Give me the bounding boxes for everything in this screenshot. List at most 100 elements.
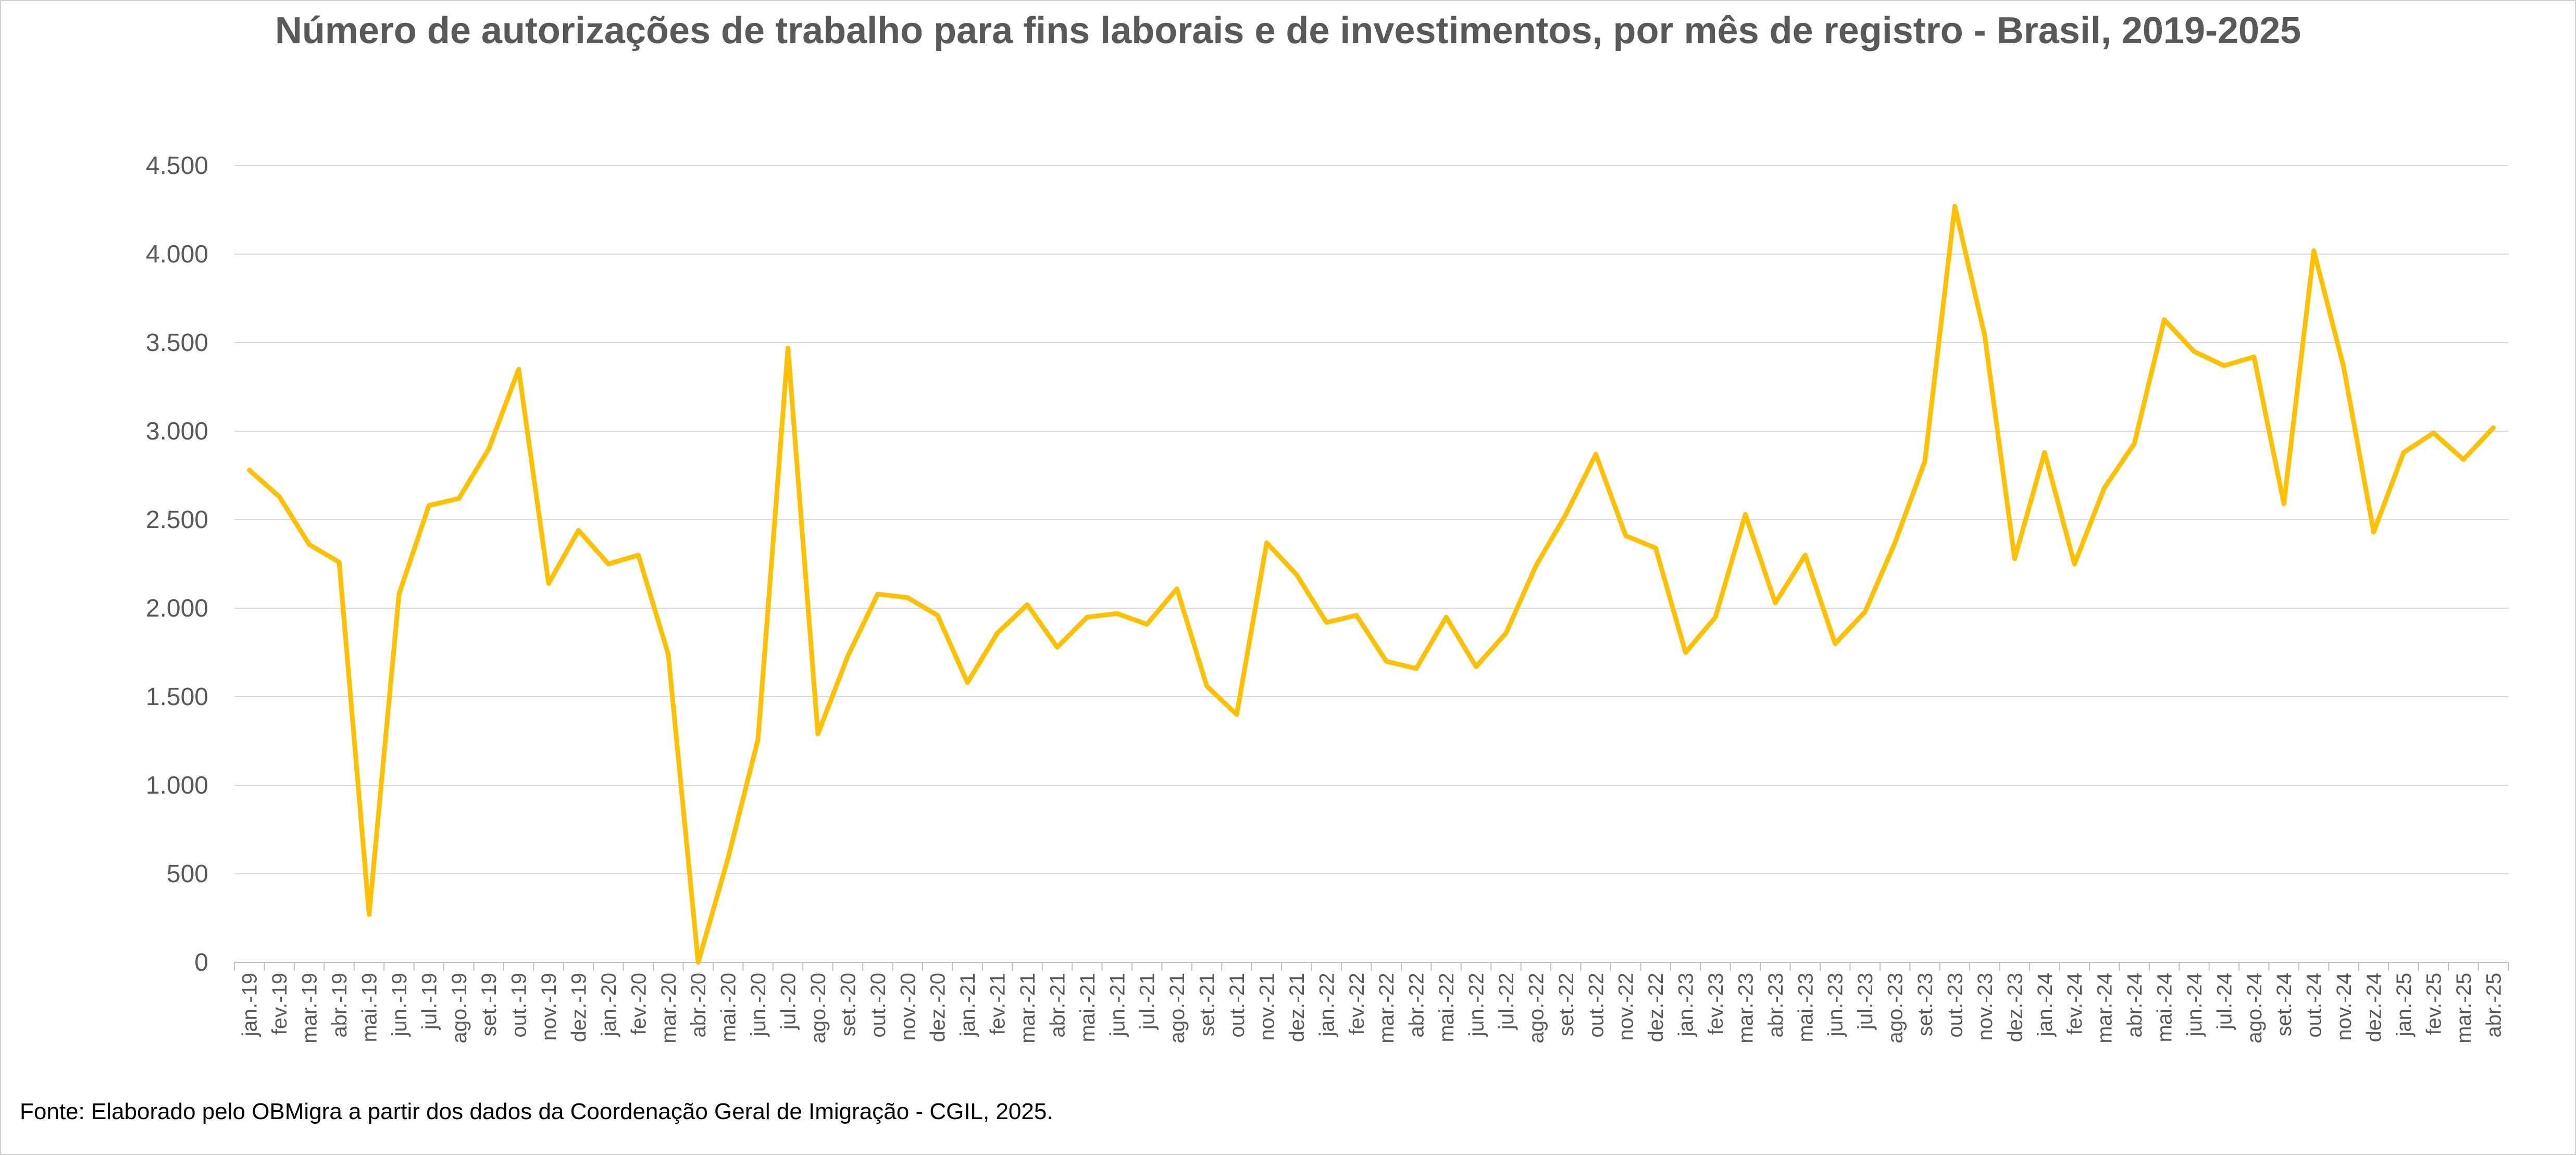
x-tick-label: dez.-24 <box>2363 973 2386 1042</box>
data-point <box>1893 541 1897 545</box>
data-point <box>427 504 431 508</box>
data-point <box>1324 620 1328 624</box>
x-tick-label: ago.-22 <box>1525 973 1548 1044</box>
x-tick-label: mar.-22 <box>1375 973 1398 1044</box>
data-point <box>2043 450 2047 455</box>
data-point <box>2072 562 2076 566</box>
x-tick-label: mai.-20 <box>717 973 740 1042</box>
x-tick-label: ago.-19 <box>448 973 471 1044</box>
x-tick-label: jul.-19 <box>418 973 441 1030</box>
data-point <box>1594 452 1598 456</box>
data-point <box>2102 486 2107 490</box>
x-tick-label: abr.-19 <box>328 973 351 1038</box>
x-tick-label: ago.-23 <box>1884 973 1907 1044</box>
data-point <box>876 592 880 596</box>
x-tick-label: fev.-25 <box>2422 973 2445 1035</box>
x-tick-label: set.-20 <box>837 973 860 1036</box>
x-tick-label: ago.-21 <box>1166 973 1189 1044</box>
data-point <box>2192 349 2196 354</box>
data-point <box>1115 611 1119 616</box>
x-tick-label: mar.-21 <box>1016 973 1039 1044</box>
x-tick-label: abr.-21 <box>1046 973 1069 1038</box>
x-tick-label: jan.-20 <box>598 973 620 1037</box>
data-point <box>816 732 820 736</box>
y-tick-label: 4.500 <box>146 152 208 180</box>
data-point <box>2012 557 2017 561</box>
x-tick-label: mar.-20 <box>657 973 680 1044</box>
x-tick-label: fev.-24 <box>2063 973 2086 1035</box>
x-tick-label: jul.-21 <box>1136 973 1159 1030</box>
data-point <box>307 543 312 547</box>
data-point <box>905 596 910 600</box>
data-point <box>2461 457 2466 461</box>
x-tick-label: jan.-23 <box>1675 973 1698 1037</box>
data-point <box>1952 204 1957 208</box>
data-point <box>517 367 521 371</box>
data-point <box>457 496 461 500</box>
x-tick-label: set.-21 <box>1196 973 1219 1036</box>
x-tick-label: mai.-22 <box>1435 973 1458 1042</box>
x-tick-label: nov.-20 <box>897 973 919 1040</box>
data-point <box>1295 572 1299 576</box>
y-tick-label: 2.000 <box>146 595 208 622</box>
data-point <box>1713 615 1718 619</box>
data-point <box>1235 712 1239 717</box>
data-point <box>2342 366 2346 370</box>
data-point <box>1653 546 1658 550</box>
x-tick-label: ago.-20 <box>807 973 830 1044</box>
x-tick-label: mai.-19 <box>358 973 381 1042</box>
x-tick-label: fev.-19 <box>268 973 291 1035</box>
x-tick-label: jan.-21 <box>956 973 979 1037</box>
data-point <box>367 912 371 917</box>
data-point <box>2252 355 2256 359</box>
x-tick-label: mar.-23 <box>1734 973 1757 1044</box>
data-point <box>666 652 670 656</box>
data-point <box>247 468 252 472</box>
data-point <box>2162 318 2167 322</box>
x-tick-label: jun.-21 <box>1106 973 1129 1037</box>
data-point <box>1803 553 1807 557</box>
x-tick-label: nov.-24 <box>2333 973 2356 1040</box>
data-point <box>786 346 790 350</box>
data-point <box>995 631 1000 635</box>
data-point <box>1833 642 1837 646</box>
data-point <box>726 856 730 860</box>
x-tick-label: jun.-24 <box>2183 973 2206 1037</box>
y-tick-label: 500 <box>167 860 208 888</box>
source-note: Fonte: Elaborado pelo OBMigra a partir d… <box>20 1099 1053 1125</box>
data-point <box>756 737 760 742</box>
x-tick-label: fev.-20 <box>627 973 650 1035</box>
data-point <box>936 613 940 618</box>
y-tick-label: 0 <box>194 949 208 976</box>
data-point <box>1264 541 1268 545</box>
x-tick-label: abr.-20 <box>687 973 710 1038</box>
y-tick-label: 3.000 <box>146 418 208 445</box>
x-tick-label: nov.-19 <box>538 973 561 1040</box>
x-tick-label: dez.-20 <box>927 973 950 1042</box>
data-point <box>2222 363 2226 368</box>
data-point <box>337 560 341 564</box>
data-point <box>1055 645 1059 649</box>
x-tick-label: jun.-22 <box>1465 973 1488 1037</box>
x-tick-label: abr.-23 <box>1764 973 1787 1038</box>
data-point <box>1085 615 1089 619</box>
series-group <box>247 204 2496 964</box>
x-tick-label: jul.-22 <box>1495 973 1518 1030</box>
x-tick-label: fev.-22 <box>1346 973 1368 1035</box>
x-tick-label: fev.-23 <box>1704 973 1727 1035</box>
x-tick-label: set.-22 <box>1555 973 1578 1036</box>
data-point <box>1773 601 1777 605</box>
x-tick-label: jan.-22 <box>1315 973 1338 1037</box>
x-tick-label: mar.-25 <box>2453 973 2475 1044</box>
x-tick-label: jul.-24 <box>2213 973 2236 1030</box>
x-tick-label: dez.-23 <box>2003 973 2026 1042</box>
data-point <box>1564 512 1568 517</box>
gridlines <box>234 166 2508 874</box>
x-tick-label: fev.-21 <box>987 973 1010 1035</box>
x-tick-label: mai.-23 <box>1794 973 1817 1042</box>
data-point <box>397 592 401 596</box>
data-point <box>2401 450 2406 455</box>
series-line <box>250 206 2494 962</box>
y-tick-label: 1.000 <box>146 772 208 799</box>
data-point <box>1025 602 1029 607</box>
